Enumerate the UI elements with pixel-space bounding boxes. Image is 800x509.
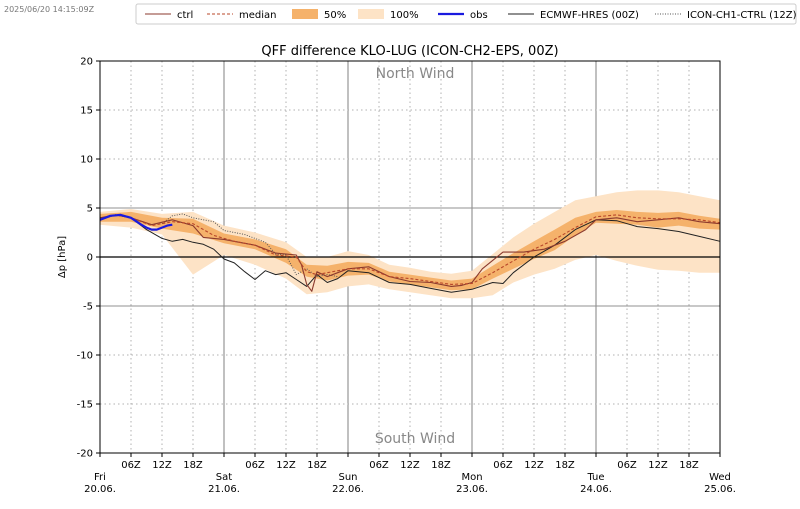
- y-tick-label: 0: [87, 253, 93, 264]
- x-tick-label-day: Tue: [586, 472, 604, 483]
- x-tick-label-day: Sun: [338, 472, 357, 483]
- x-tick-label-hour: 18Z: [431, 460, 451, 471]
- x-tick-label-date: 20.06.: [84, 484, 116, 495]
- legend-swatch-band100: [358, 9, 384, 19]
- band-50-percent: [100, 210, 720, 291]
- x-tick-label-date: 21.06.: [208, 484, 240, 495]
- legend-label-ecmwf: ECMWF-HRES (00Z): [540, 10, 639, 21]
- x-tick-label-hour: 06Z: [617, 460, 637, 471]
- x-tick-label-hour: 06Z: [121, 460, 141, 471]
- x-tick-label-hour: 18Z: [183, 460, 203, 471]
- south-wind-label: South Wind: [375, 431, 455, 447]
- y-axis-label: Δp [hPa]: [57, 236, 68, 278]
- x-tick-label-hour: 12Z: [648, 460, 668, 471]
- legend: ctrl median 50% 100% obs ECMWF-HRES (00Z) ICON…: [135, 3, 797, 25]
- series-obs: [99, 213, 173, 231]
- y-tick-label: -15: [77, 400, 93, 411]
- x-tick-label-day: Fri: [94, 472, 106, 483]
- x-tick-label-date: 24.06.: [580, 484, 612, 495]
- legend-swatch-band50: [292, 9, 318, 19]
- north-wind-label: North Wind: [376, 66, 455, 82]
- x-tick-label-date: 25.06.: [704, 484, 736, 495]
- x-tick-label-hour: 12Z: [276, 460, 296, 471]
- y-tick-label: -5: [83, 302, 93, 313]
- x-tick-label-date: 22.06.: [332, 484, 364, 495]
- x-tick-label-hour: 18Z: [679, 460, 699, 471]
- x-tick-label-hour: 06Z: [245, 460, 265, 471]
- legend-label-obs: obs: [470, 10, 488, 21]
- x-tick-label-hour: 18Z: [307, 460, 327, 471]
- y-tick-label: 20: [80, 57, 93, 68]
- series-ecmwf-hres: [99, 214, 721, 293]
- x-tick-label-hour: 12Z: [524, 460, 544, 471]
- y-tick-label: 5: [87, 204, 93, 215]
- y-tick-label: 15: [80, 106, 93, 117]
- band-100-percent: [100, 190, 720, 299]
- x-tick-label-date: 23.06.: [456, 484, 488, 495]
- legend-label-band50: 50%: [324, 10, 346, 21]
- legend-label-ch1: ICON-CH1-CTRL (12Z): [687, 10, 797, 21]
- legend-label-median: median: [239, 10, 277, 21]
- y-tick-label: -20: [77, 449, 93, 460]
- chart-title: QFF difference KLO-LUG (ICON-CH2-EPS, 00…: [261, 44, 558, 59]
- legend-label-ctrl: ctrl: [177, 10, 193, 21]
- x-tick-label-day: Mon: [461, 472, 482, 483]
- x-tick-label-day: Sat: [216, 472, 232, 483]
- y-tick-label: -10: [77, 351, 93, 362]
- x-tick-label-hour: 18Z: [555, 460, 575, 471]
- x-tick-label-hour: 06Z: [493, 460, 513, 471]
- timestamp: 2025/06/20 14:15:09Z: [4, 5, 95, 14]
- x-tick-label-hour: 12Z: [152, 460, 172, 471]
- series-median: [99, 214, 721, 285]
- series-ctrl: [99, 214, 721, 292]
- y-tick-label: 10: [80, 155, 93, 166]
- x-tick-label-hour: 06Z: [369, 460, 389, 471]
- legend-label-band100: 100%: [390, 10, 419, 21]
- x-tick-label-hour: 12Z: [400, 460, 420, 471]
- x-tick-label-day: Wed: [709, 472, 731, 483]
